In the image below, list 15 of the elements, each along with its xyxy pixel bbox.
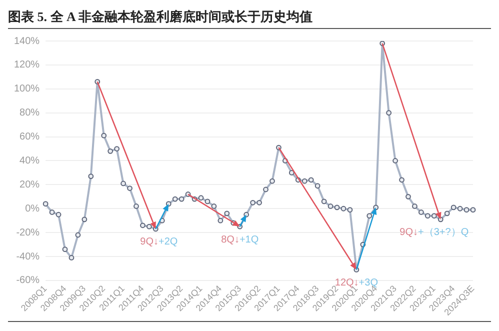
chart-title: 图表 5. 全 A 非金融本轮盈利磨底时间或长于历史均值: [8, 8, 491, 29]
annotation: 9Q↓+2Q: [140, 236, 178, 248]
y-tick-label: 20%: [20, 179, 40, 190]
y-tick-label: -20%: [16, 227, 40, 238]
annotation: 8Q↓+1Q: [221, 234, 259, 246]
y-tick-label: 60%: [20, 132, 40, 143]
y-tick-label: 140%: [14, 36, 40, 47]
y-tick-label: 120%: [14, 60, 40, 71]
y-tick-label: -40%: [16, 251, 40, 262]
y-tick-label: 80%: [20, 108, 40, 119]
y-tick-label: 100%: [14, 84, 40, 95]
annotation: 9Q↓+（3+?）Q: [400, 227, 469, 238]
y-tick-label: 0%: [25, 203, 40, 214]
y-tick-label: 40%: [20, 155, 40, 166]
y-tick-label: -60%: [16, 275, 40, 286]
